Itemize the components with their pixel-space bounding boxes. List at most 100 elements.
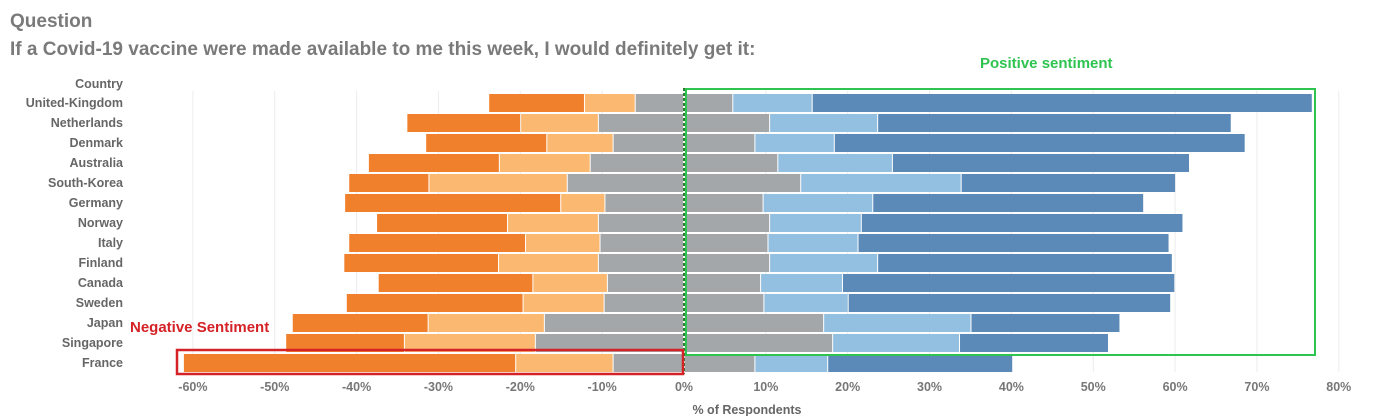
bar-strongly-agree (960, 334, 1108, 352)
bar-strongly-agree (848, 294, 1171, 312)
bar-neutral (685, 214, 770, 232)
bar-neutral (685, 114, 770, 132)
bar-neutral (685, 194, 763, 212)
country-label: Finland (79, 256, 123, 270)
country-label: South-Korea (48, 176, 124, 190)
bar-disagree (561, 194, 605, 212)
bar-strongly-agree (858, 234, 1169, 252)
bar-neutral (604, 294, 683, 312)
bar-neutral (598, 114, 683, 132)
bar-neutral (613, 134, 683, 152)
x-tick-label: -50% (260, 380, 289, 394)
x-tick-label: -60% (178, 380, 207, 394)
bar-neutral (605, 194, 683, 212)
bar-agree (755, 134, 834, 152)
x-tick-label: -10% (588, 380, 617, 394)
country-label: Sweden (76, 296, 123, 310)
bar-neutral (598, 254, 683, 272)
bar-neutral (685, 134, 755, 152)
bar-disagree (404, 334, 535, 352)
bar-neutral (685, 154, 778, 172)
bar-agree (801, 174, 961, 192)
y-axis-title: Country (75, 77, 123, 91)
bar-disagree (523, 294, 604, 312)
bar-neutral (685, 94, 733, 112)
bar-disagree (428, 314, 544, 332)
country-label: Japan (87, 316, 123, 330)
x-tick-label: 0% (675, 380, 693, 394)
country-label: Australia (70, 156, 125, 170)
negative-sentiment-label: Negative Sentiment (130, 319, 269, 336)
x-tick-label: 20% (835, 380, 860, 394)
bar-agree (755, 354, 828, 372)
bar-agree (778, 154, 892, 172)
bar-neutral (685, 174, 801, 192)
bar-disagree (521, 114, 598, 132)
country-label: Norway (78, 216, 123, 230)
country-labels: United-Kingdom Netherlands Denmark Australi… (26, 96, 124, 370)
bar-strongly-disagree (378, 274, 533, 292)
bar-agree (761, 274, 842, 292)
country-label: France (82, 356, 123, 370)
bar-strongly-disagree (346, 294, 523, 312)
country-label: Italy (98, 236, 123, 250)
bar-neutral (535, 334, 683, 352)
bar-strongly-disagree (349, 234, 526, 252)
bar-agree (770, 214, 861, 232)
bar-strongly-disagree (368, 154, 499, 172)
bars (183, 94, 1312, 372)
bar-neutral (567, 174, 683, 192)
bar-disagree (499, 254, 598, 272)
bar-strongly-agree (892, 154, 1190, 172)
x-tick-label: -40% (342, 380, 371, 394)
bar-neutral (600, 234, 683, 252)
x-tick-label: 10% (753, 380, 778, 394)
bar-strongly-disagree (489, 94, 584, 112)
bar-disagree (533, 274, 607, 292)
x-tick-label: 60% (1163, 380, 1188, 394)
x-tick-label: 50% (1081, 380, 1106, 394)
bar-agree (733, 94, 812, 112)
x-tick-label: 30% (917, 380, 942, 394)
bar-strongly-agree (834, 134, 1245, 152)
bar-strongly-agree (961, 174, 1176, 192)
country-label: Singapore (62, 336, 123, 350)
bar-agree (824, 314, 971, 332)
bar-strongly-agree (873, 194, 1144, 212)
bar-neutral (598, 214, 683, 232)
bar-strongly-disagree (183, 354, 516, 372)
bar-agree (763, 194, 873, 212)
bar-neutral (685, 314, 824, 332)
positive-sentiment-box (685, 88, 1316, 356)
x-tick-label: -30% (424, 380, 453, 394)
bar-strongly-agree (971, 314, 1120, 332)
bar-disagree (584, 94, 635, 112)
bar-neutral (685, 294, 764, 312)
bar-neutral (685, 254, 770, 272)
bar-agree (770, 254, 878, 272)
bar-strongly-disagree (344, 254, 499, 272)
bar-neutral (635, 94, 683, 112)
bar-neutral (607, 274, 683, 292)
negative-sentiment-box (175, 348, 685, 376)
bar-neutral (685, 234, 768, 252)
bar-disagree (499, 154, 590, 172)
bar-strongly-disagree (286, 334, 404, 352)
bar-strongly-agree (828, 354, 1013, 372)
bar-disagree (429, 174, 567, 192)
bar-disagree (508, 214, 598, 232)
x-tick-label: -20% (506, 380, 535, 394)
bar-neutral (590, 154, 683, 172)
bar-agree (764, 294, 848, 312)
bar-agree (768, 234, 858, 252)
bar-strongly-disagree (345, 194, 561, 212)
bar-strongly-agree (812, 94, 1312, 112)
bar-neutral (685, 354, 755, 372)
x-tick-labels: -60% -50% -40% -30% -20% -10% 0% 10% 20% 30% 40% 50… (178, 380, 1351, 394)
country-label: Germany (69, 196, 123, 210)
bar-strongly-agree (842, 274, 1175, 292)
bar-disagree (547, 134, 613, 152)
bar-strongly-disagree (349, 174, 429, 192)
bar-strongly-agree (861, 214, 1183, 232)
bar-strongly-disagree (407, 114, 521, 132)
